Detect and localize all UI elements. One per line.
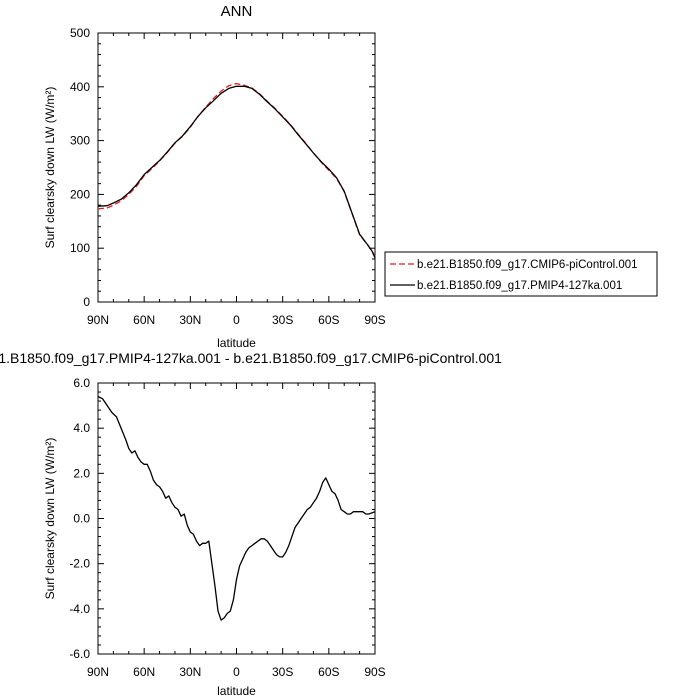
series-line-difference xyxy=(97,395,376,621)
x-tick-label: 90S xyxy=(364,313,385,327)
x-tick-label: 60S xyxy=(318,313,339,327)
x-tick-label: 60S xyxy=(318,665,339,679)
y-tick-label: 0.0 xyxy=(73,512,90,526)
y-tick-label: 0 xyxy=(83,295,90,309)
y-axis-label: Surf clearsky down LW (W/m²) xyxy=(43,438,57,600)
x-tick-label: 30N xyxy=(179,313,201,327)
y-tick-label: 4.0 xyxy=(73,421,90,435)
plot-frame xyxy=(97,32,376,303)
x-tick-label: 30N xyxy=(179,665,201,679)
legend-label: b.e21.B1850.f09_g17.CMIP6-piControl.001 xyxy=(417,259,638,271)
series-line-pmip4 xyxy=(97,85,376,259)
y-tick-label: -4.0 xyxy=(69,602,90,616)
series-line-control xyxy=(97,82,376,257)
x-tick-label: 60N xyxy=(133,313,155,327)
x-tick-label: 0 xyxy=(233,313,240,327)
legend-box xyxy=(384,251,658,297)
y-tick-label: 6.0 xyxy=(73,376,90,390)
x-tick-label: 90S xyxy=(364,665,385,679)
y-tick-label: -2.0 xyxy=(69,557,90,571)
y-tick-label: 400 xyxy=(70,80,90,94)
y-tick-label: 300 xyxy=(70,134,90,148)
x-tick-label: 30S xyxy=(272,313,293,327)
chart-title: b.e21.B1850.f09_g17.PMIP4-127ka.001 - b.… xyxy=(0,350,502,366)
plot-frame xyxy=(97,382,376,655)
y-tick-label: 500 xyxy=(70,26,90,40)
y-tick-label: 2.0 xyxy=(73,466,90,480)
y-tick-label: 200 xyxy=(70,187,90,201)
y-tick-label: 100 xyxy=(70,241,90,255)
x-axis-label: latitude xyxy=(217,684,256,698)
x-tick-label: 60N xyxy=(133,665,155,679)
y-tick-label: -6.0 xyxy=(69,647,90,661)
chart-title: ANN xyxy=(221,3,253,20)
x-tick-label: 0 xyxy=(233,665,240,679)
x-axis-label: latitude xyxy=(217,336,256,350)
legend-label: b.e21.B1850.f09_g17.PMIP4-127ka.001 xyxy=(417,280,622,292)
y-axis-label: Surf clearsky down LW (W/m²) xyxy=(43,87,57,249)
x-tick-label: 90N xyxy=(87,665,109,679)
x-tick-label: 90N xyxy=(87,313,109,327)
x-tick-label: 30S xyxy=(272,665,293,679)
